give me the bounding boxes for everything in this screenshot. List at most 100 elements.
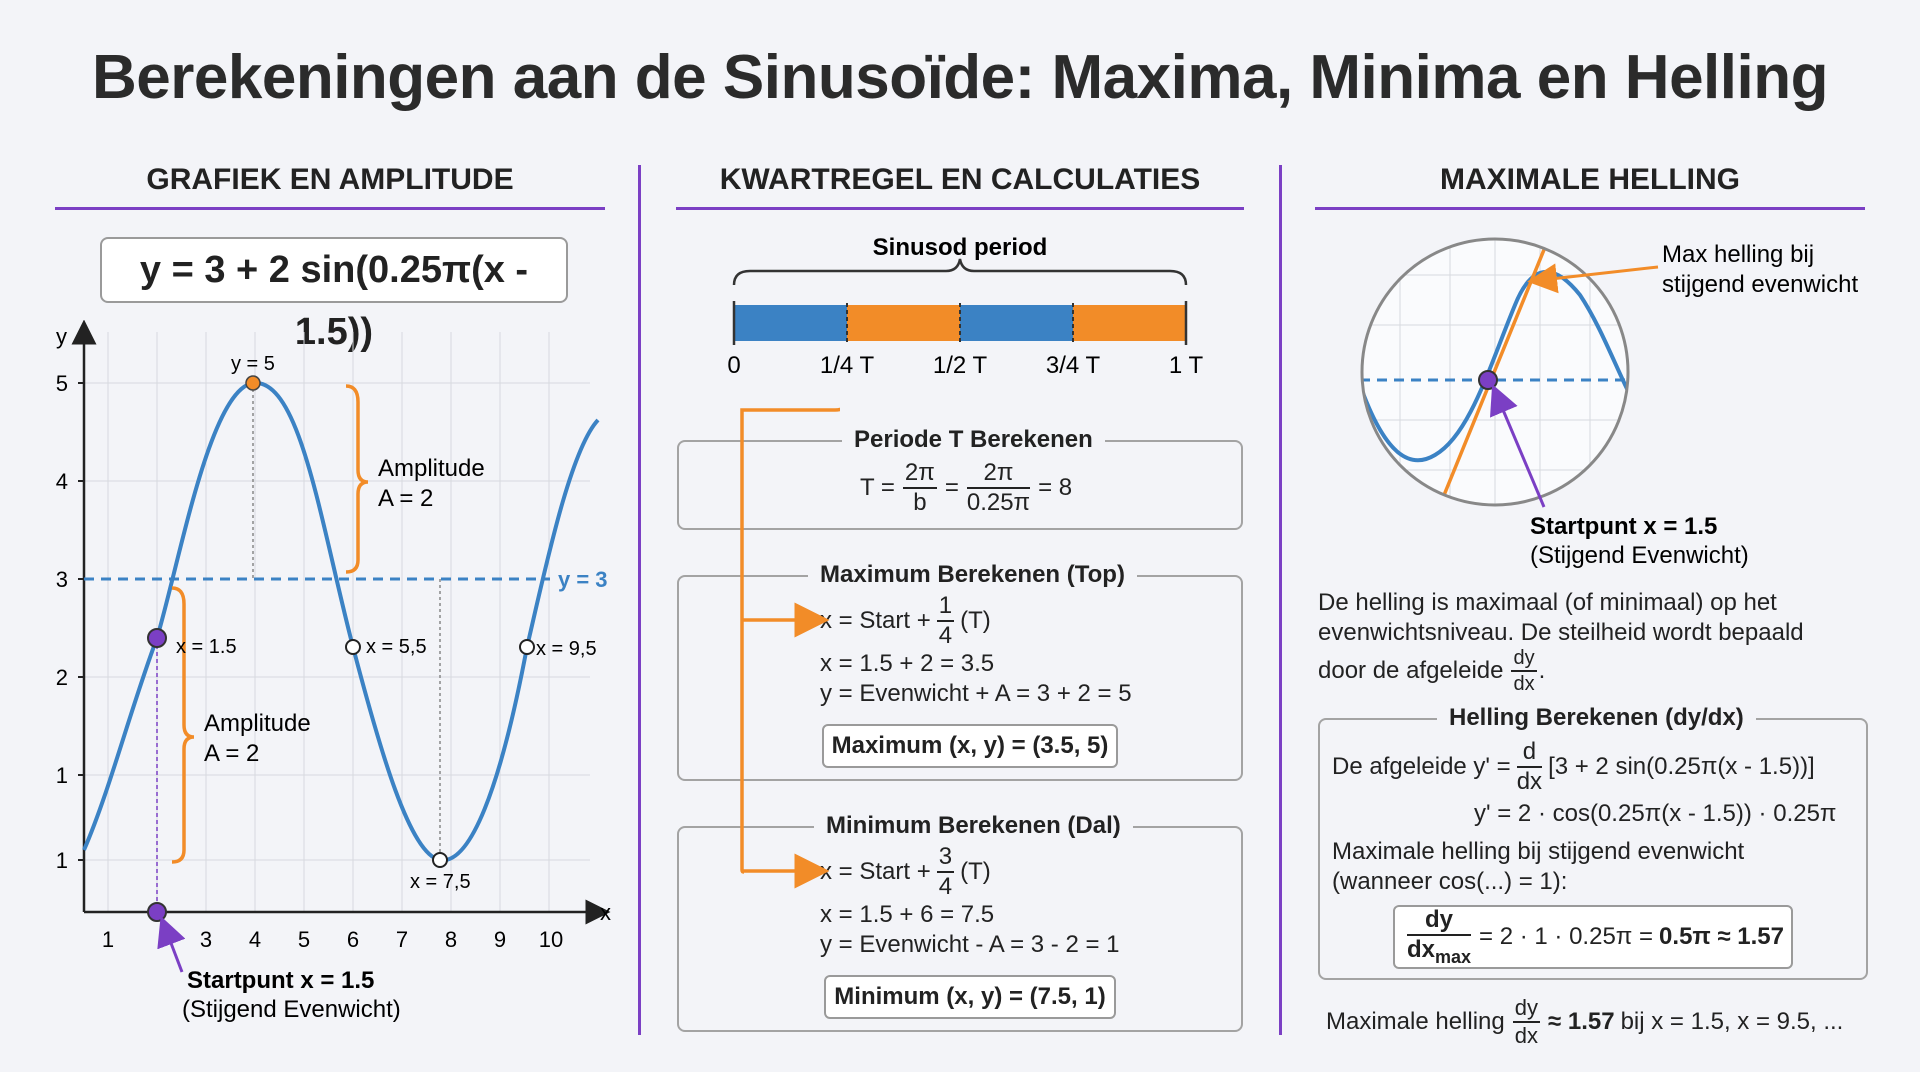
grid: [84, 332, 590, 912]
derivative-line-3: Maximale helling bij stijgend evenwicht: [1332, 838, 1745, 865]
sine-curve: [82, 380, 600, 863]
amplitude-bottom-label: Amplitude: [204, 710, 311, 737]
segment-2: [847, 305, 960, 341]
min-line-3: y = Evenwicht - A = 3 - 2 = 1: [820, 931, 1120, 958]
max-point: [245, 375, 261, 391]
max-result: Maximum (x, y) = (3.5, 5): [822, 724, 1118, 768]
amplitude-bottom-value: A = 2: [204, 740, 259, 767]
min-result: Minimum (x, y) = (7.5, 1): [824, 975, 1116, 1019]
max-card-title: Maximum Berekenen (Top): [808, 561, 1137, 589]
right-heading-rule: [1315, 207, 1865, 210]
point-x95: [519, 639, 535, 655]
start-point: [147, 628, 167, 648]
fraction-dydx: dy dx: [1511, 647, 1537, 695]
zoom-circle: [1360, 237, 1630, 507]
middle-heading-rule: [676, 207, 1244, 210]
x-tick-label: 9: [494, 927, 506, 952]
x-tick-label: 8: [445, 927, 457, 952]
y-tick-label: 5: [56, 371, 68, 396]
y-tick-label: 1: [56, 763, 68, 788]
segment-4: [1073, 305, 1186, 341]
max-slope-result: dy dxmax = 2 · 1 · 0.25π = 0.5π ≈ 1.57: [1393, 905, 1793, 969]
amplitude-top-value: A = 2: [378, 485, 433, 512]
start-arrow: [157, 915, 186, 973]
x-tick-label: 10: [539, 927, 563, 952]
fraction-dydx-max: dy dxmax: [1407, 906, 1472, 967]
segment-1: [734, 305, 847, 341]
zoom-sine: [1362, 269, 1628, 463]
x-tick-label: 1: [102, 927, 114, 952]
derivative-line-4: (wanneer cos(...) = 1):: [1332, 868, 1568, 895]
connector-path: [740, 407, 840, 874]
right-start-sublabel: (Stijgend Evenwicht): [1530, 542, 1749, 569]
period-tick: 1/4 T: [820, 352, 875, 379]
fraction-dydx-bottom: dy dx: [1512, 995, 1540, 1048]
period-card-title: Periode T Berekenen: [842, 426, 1105, 454]
page-title: Berekeningen aan de Sinusoïde: Maxima, M…: [92, 43, 1828, 112]
period-tick: 0: [727, 352, 740, 379]
callout-line-1: Max helling bij: [1662, 241, 1814, 268]
y-tick-label: 4: [56, 469, 68, 494]
fraction-2pi-025pi: 2π 0.25π: [966, 459, 1031, 516]
start-x-axis-point: [147, 902, 167, 922]
label-x15: x = 1.5: [176, 636, 237, 658]
period-lhs: T =: [860, 474, 895, 501]
min-line-2: x = 1.5 + 6 = 7.5: [820, 901, 995, 928]
divider-right: [1279, 165, 1282, 1035]
period-tick: 1/2 T: [933, 352, 988, 379]
start-label: Startpunt x = 1.5: [187, 967, 374, 994]
slope-card-title: Helling Berekenen (dy/dx): [1437, 704, 1756, 732]
equilibrium-label: y = 3: [558, 567, 608, 592]
right-start-label: Startpunt x = 1.5: [1530, 513, 1717, 540]
x-axis-label: x: [600, 900, 611, 925]
period-brace: [732, 258, 1188, 286]
x-tick-label: 6: [347, 927, 359, 952]
middle-heading: KWARTREGEL EN CALCULATIES: [719, 163, 1201, 196]
y-axis-label: y: [56, 324, 67, 349]
label-x75: x = 7,5: [410, 871, 471, 893]
x-tick-label: 4: [249, 927, 261, 952]
period-tick: 3/4 T: [1046, 352, 1101, 379]
period-tick: 1 T: [1169, 352, 1204, 379]
y-tick-label: 1: [56, 848, 68, 873]
start-sublabel: (Stijgend Evenwicht): [182, 996, 401, 1023]
label-x95: x = 9,5: [536, 638, 597, 660]
label-y5: y = 5: [231, 353, 275, 375]
start-arrow-right: [1490, 384, 1546, 508]
slope-diagram: Max helling bij stijgend evenwicht Start…: [1360, 237, 1858, 569]
period-formula: T = 2π b = 2π 0.25π = 8: [860, 459, 1073, 516]
left-heading: GRAFIEK EN AMPLITUDE: [146, 163, 514, 196]
amplitude-brace-top: [345, 384, 369, 574]
period-label: Sinusod period: [873, 234, 1048, 261]
amplitude-top-label: Amplitude: [378, 455, 485, 482]
min-card-title: Minimum Berekenen (Dal): [814, 812, 1133, 840]
max-line-3: y = Evenwicht + A = 3 + 2 = 5: [820, 680, 1132, 707]
amplitude-brace-bottom: [171, 586, 195, 864]
x-tick-label: 5: [298, 927, 310, 952]
tangent-point: [1478, 370, 1498, 390]
fraction-d-dx: d dx: [1516, 738, 1543, 795]
derivative-line-1: De afgeleide y' = d dx [3 + 2 sin(0.25π(x…: [1332, 738, 1815, 795]
quarter-connectors: [740, 407, 840, 889]
sine-graph: y x 1 1 2 3 4 5 1 3 4 5 6 7 8 9 10 y = 3: [56, 320, 611, 1023]
bottom-summary: Maximale helling dy dx ≈ 1.57 bij x = 1.5…: [1326, 995, 1844, 1048]
point-x55: [345, 639, 361, 655]
x-tick-label: 7: [396, 927, 408, 952]
label-x55: x = 5,5: [366, 636, 427, 658]
equation-box: y = 3 + 2 sin(0.25π(x - 1.5)): [100, 237, 568, 353]
divider-left: [638, 165, 641, 1035]
max-line-2: x = 1.5 + 2 = 3.5: [820, 650, 995, 677]
y-tick-label: 2: [56, 665, 68, 690]
right-heading: MAXIMALE HELLING: [1440, 163, 1740, 196]
left-heading-rule: [55, 207, 605, 210]
x-tick-label: 3: [200, 927, 212, 952]
fraction-2pi-b: 2π b: [902, 459, 937, 516]
y-tick-label: 3: [56, 567, 68, 592]
derivative-line-2: y' = 2 · cos(0.25π(x - 1.5)) · 0.25π: [1474, 800, 1837, 827]
slope-explanation: De helling is maximaal (of minimaal) op …: [1318, 589, 1804, 695]
period-bar: Sinusod period 0 1/4 T 1/2 T 3/4 T 1 T: [727, 234, 1204, 379]
